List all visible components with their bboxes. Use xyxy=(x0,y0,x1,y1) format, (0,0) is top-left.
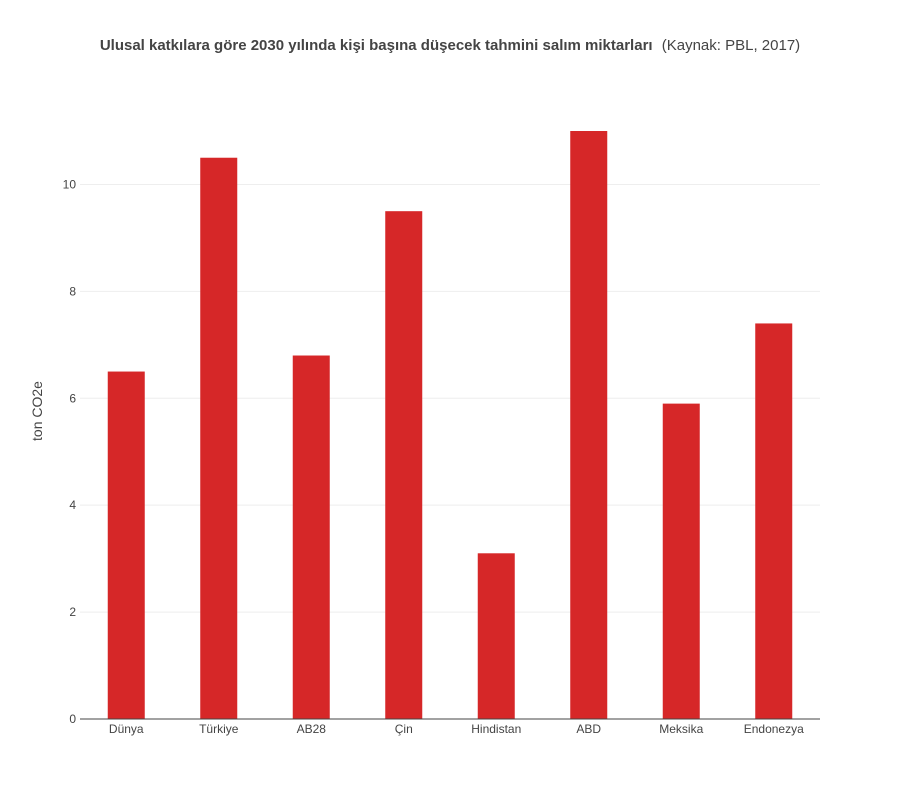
x-tick-label: Türkiye xyxy=(199,722,239,736)
chart-title: Ulusal katkılara göre 2030 yılında kişi … xyxy=(100,37,800,54)
x-tick-label: Dünya xyxy=(109,722,144,736)
x-axis: Dünya Türkiye AB28 Çin Hindistan ABD Meksika En… xyxy=(80,718,820,736)
y-tick-label: 0 xyxy=(69,712,76,726)
y-tick-label: 2 xyxy=(69,605,76,619)
bar-Meksika xyxy=(662,403,700,719)
bars xyxy=(107,131,793,720)
y-tick-label: 6 xyxy=(69,391,76,405)
x-tick-label: Endonezya xyxy=(744,722,804,736)
x-tick-label: Meksika xyxy=(659,722,703,736)
bar-Çin xyxy=(385,211,423,719)
x-tick-label: ABD xyxy=(576,722,601,736)
y-axis: 0 2 4 6 8 10 xyxy=(63,177,77,726)
bar-Türkiye xyxy=(200,157,238,719)
chart-title-source: (Kaynak: PBL, 2017) xyxy=(662,37,800,54)
y-tick-label: 10 xyxy=(63,177,77,191)
gridlines xyxy=(80,183,820,613)
x-tick-label: Hindistan xyxy=(471,722,521,736)
chart-title-main: Ulusal katkılara göre 2030 yılında kişi … xyxy=(100,37,653,54)
x-tick-label: Çin xyxy=(395,722,413,736)
y-axis-title: ton CO2e xyxy=(29,381,45,441)
bar-Endonezya xyxy=(755,323,793,719)
bar-Hindistan xyxy=(477,553,515,719)
bar-Dünya xyxy=(107,371,145,719)
x-tick-label: AB28 xyxy=(297,722,327,736)
bar-ABD xyxy=(570,131,608,720)
bar-AB28 xyxy=(292,355,330,719)
y-tick-label: 4 xyxy=(69,498,76,512)
y-tick-label: 8 xyxy=(69,284,76,298)
